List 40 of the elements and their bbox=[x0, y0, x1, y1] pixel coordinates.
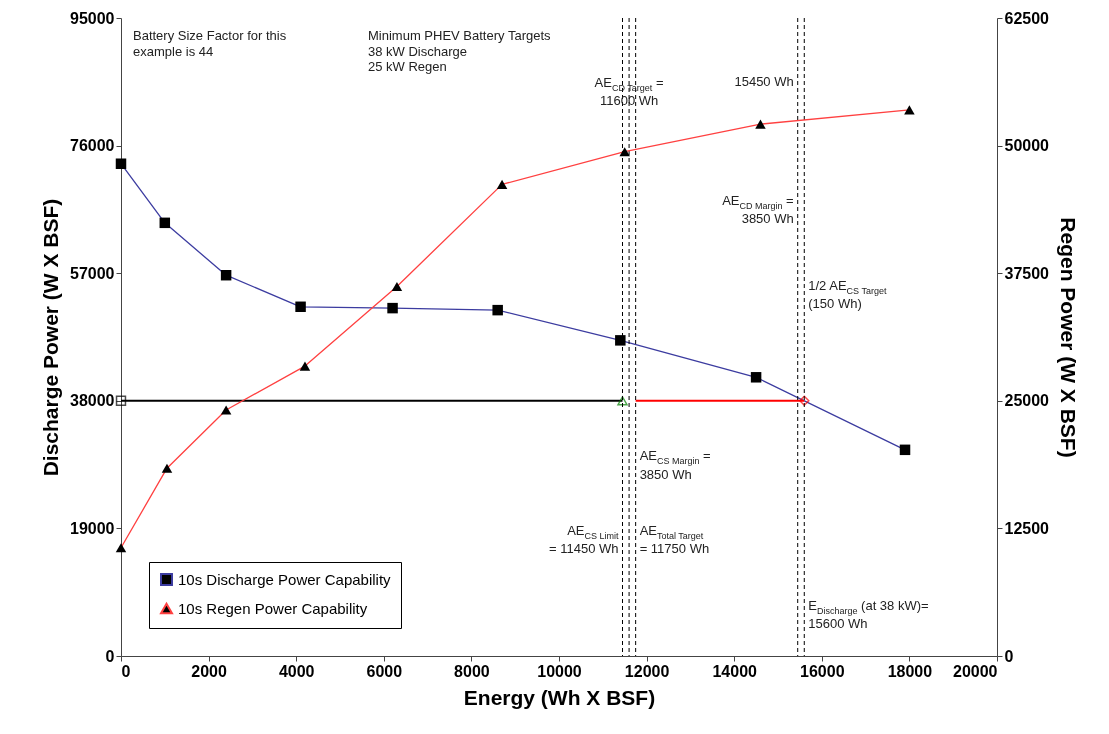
y-tick-label: 76000 bbox=[70, 137, 115, 155]
y-tick-label: 19000 bbox=[70, 519, 115, 537]
annotation: Minimum PHEV Battery Targets 38 kW Discharge 25 kW Regen bbox=[368, 28, 551, 75]
x-tick-label: 2000 bbox=[191, 662, 227, 680]
annotation: 15450 Wh bbox=[734, 74, 794, 90]
y2-tick-label: 62500 bbox=[1004, 9, 1050, 27]
point bbox=[799, 395, 810, 407]
x-tick-label: 12000 bbox=[624, 662, 670, 680]
legend-label: 10s Discharge Power Capability bbox=[178, 570, 392, 588]
y2-tick-label: 37500 bbox=[1004, 264, 1050, 282]
x-tick-label: 10000 bbox=[537, 662, 582, 680]
x-tick-label: 0 bbox=[121, 662, 131, 680]
x-tick-label: 16000 bbox=[800, 662, 845, 680]
y2-tick-label: 50000 bbox=[1004, 137, 1050, 155]
annotation: AE$_{CS Limit}$ = 11450 Wh bbox=[548, 522, 619, 557]
y-tick-label: 95000 bbox=[70, 9, 115, 27]
y-tick-label: 57000 bbox=[70, 264, 115, 282]
annotation: AE$_{CS Margin}$ = 3850 Wh bbox=[639, 448, 711, 483]
legend-label: 10s Regen Power Capability bbox=[178, 599, 368, 617]
y-axis-title: Discharge Power (W X BSF) bbox=[39, 198, 63, 477]
annotation: Battery Size Factor for this example is 44 bbox=[133, 28, 287, 60]
annotation: AE$_{CD Margin}$ = 3850 Wh bbox=[722, 193, 794, 228]
y2-axis-title: Regen Power (W X BSF) bbox=[1056, 217, 1080, 458]
annotation: E$_{Discharge}$ (at 38 kW)= 15600 Wh bbox=[808, 598, 929, 633]
x-tick-label: 6000 bbox=[366, 662, 403, 680]
x-tick-label: 14000 bbox=[712, 662, 758, 680]
y2-tick-label: 25000 bbox=[1004, 392, 1050, 410]
y-tick-label: 38000 bbox=[70, 392, 115, 410]
point bbox=[617, 396, 628, 406]
y2-tick-label: 0 bbox=[1004, 647, 1014, 665]
x-tick-label: 18000 bbox=[887, 662, 933, 680]
y2-tick-label: 12500 bbox=[1004, 519, 1050, 537]
x-tick-label: 4000 bbox=[278, 662, 315, 680]
x-tick-label: 20000 bbox=[953, 662, 998, 680]
annotation: 1/2 AE$_{CS Target}$ (150 Wh) bbox=[808, 277, 887, 312]
point bbox=[115, 395, 127, 407]
annotation: AE$_{Total Target}$ = 11750 Wh bbox=[639, 522, 710, 557]
y-tick-label: 0 bbox=[105, 647, 115, 665]
x-axis-title: Energy (Wh X BSF) bbox=[463, 685, 656, 709]
x-tick-label: 8000 bbox=[454, 662, 490, 680]
